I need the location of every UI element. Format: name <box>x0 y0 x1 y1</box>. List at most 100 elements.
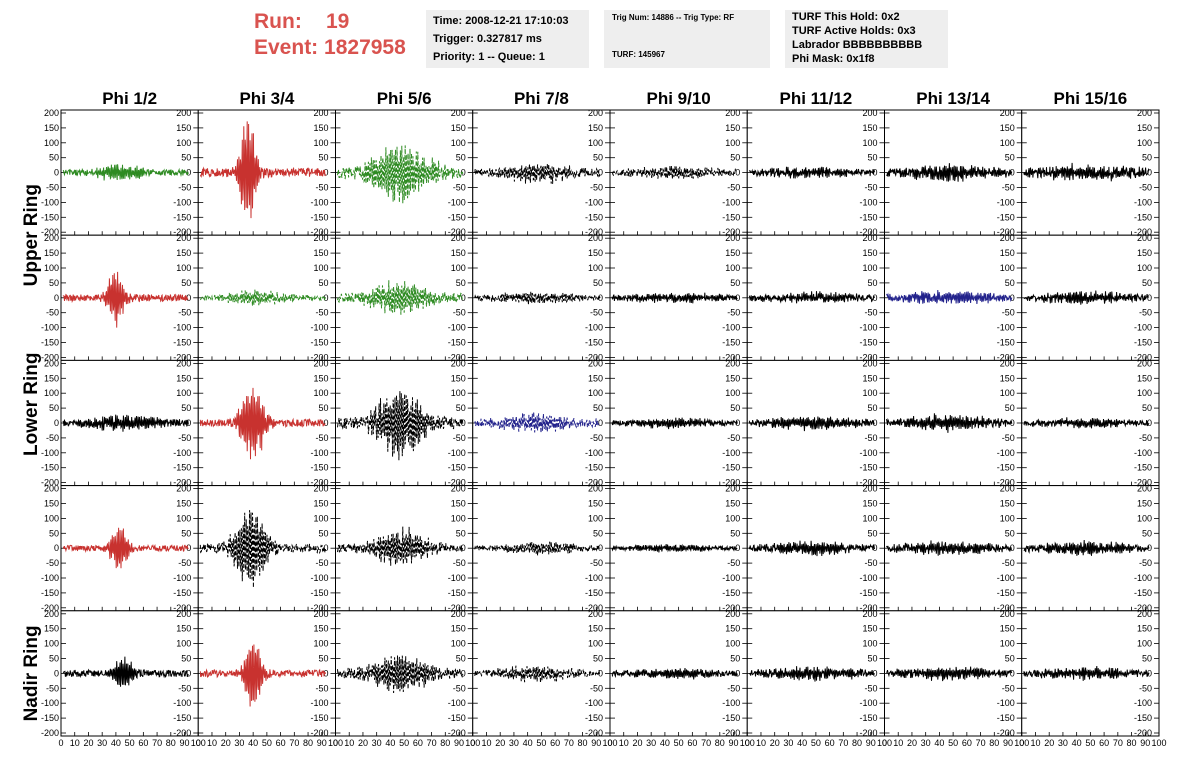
y-tick-label: 200 <box>725 484 740 494</box>
y-tick-label: 50 <box>318 528 328 538</box>
x-tick-label: 40 <box>385 738 395 748</box>
y-tick-label: 0 <box>735 168 740 178</box>
y-tick-label: 50 <box>318 153 328 163</box>
x-tick-label: 80 <box>1127 738 1137 748</box>
y-tick-label: -50 <box>315 308 328 318</box>
y-tick-label: -200 <box>173 603 191 613</box>
x-tick-label: 20 <box>1044 738 1054 748</box>
y-tick-label: 0 <box>54 293 59 303</box>
y-tick-label: 50 <box>318 654 328 664</box>
x-tick-label: 50 <box>536 738 546 748</box>
x-tick-label: 10 <box>1030 738 1040 748</box>
y-tick-label: 150 <box>1137 624 1152 634</box>
y-tick-label: -200 <box>722 478 740 488</box>
y-tick-label: -50 <box>590 433 603 443</box>
waveform-trace <box>474 163 601 184</box>
y-tick-label: 100 <box>588 263 603 273</box>
y-tick-label: -100 <box>859 197 877 207</box>
y-tick-label: -150 <box>310 463 328 473</box>
y-tick-label: 50 <box>867 278 877 288</box>
y-tick-label: -200 <box>310 603 328 613</box>
y-tick-label: 200 <box>862 108 877 118</box>
y-tick-label: 50 <box>730 153 740 163</box>
y-tick-label: 200 <box>176 233 191 243</box>
y-tick-label: 50 <box>49 528 59 538</box>
y-tick-label: 50 <box>593 278 603 288</box>
y-tick-label: 50 <box>1005 153 1015 163</box>
y-tick-label: -100 <box>997 698 1015 708</box>
y-tick-label: -50 <box>727 683 740 693</box>
y-tick-label: 50 <box>318 403 328 413</box>
y-tick-label: -100 <box>448 573 466 583</box>
waveform-trace <box>62 414 189 432</box>
y-tick-label: -100 <box>997 197 1015 207</box>
trig-num-text: Trig Num: 14886 -- Trig Type: RF <box>612 13 735 22</box>
y-tick-label: -50 <box>590 183 603 193</box>
y-tick-label: 200 <box>862 233 877 243</box>
y-tick-label: -150 <box>859 713 877 723</box>
y-tick-label: 200 <box>313 233 328 243</box>
waveform-panel: -200 -150 -100 -50 0 50 100 150 200 <box>197 358 336 488</box>
x-tick-label: 40 <box>934 738 944 748</box>
y-tick-label: 150 <box>451 499 466 509</box>
y-tick-label: 200 <box>451 233 466 243</box>
y-tick-label: -100 <box>722 448 740 458</box>
y-tick-label: 150 <box>313 624 328 634</box>
y-tick-label: 50 <box>867 403 877 413</box>
y-tick-label: -50 <box>46 433 59 443</box>
ring-title: Lower Ring <box>21 352 42 455</box>
y-tick-label: -100 <box>41 698 59 708</box>
run-value: 19 <box>326 10 350 33</box>
y-tick-label: -200 <box>173 728 191 738</box>
y-tick-label: 150 <box>588 123 603 133</box>
event-value: 1827958 <box>324 36 406 59</box>
y-tick-label: -200 <box>997 227 1015 237</box>
y-tick-label: -50 <box>453 183 466 193</box>
waveform-trace <box>748 416 875 432</box>
waveform-trace <box>199 510 326 588</box>
y-tick-label: 100 <box>44 138 59 148</box>
y-tick-label: 200 <box>1000 233 1015 243</box>
y-tick-label: -50 <box>46 683 59 693</box>
y-tick-label: 100 <box>862 388 877 398</box>
x-tick-label: 60 <box>413 738 423 748</box>
labrador-text: Labrador BBBBBBBBBB <box>792 39 923 51</box>
y-tick-label: 100 <box>862 513 877 523</box>
y-tick-label: -50 <box>727 558 740 568</box>
waveform-panel: -200 -150 -100 -50 0 50 100 150 200 <box>884 484 1023 613</box>
y-tick-label: -100 <box>1134 197 1152 207</box>
y-tick-label: 150 <box>862 499 877 509</box>
waveform-trace <box>886 289 1013 305</box>
y-tick-label: 200 <box>725 609 740 619</box>
y-tick-label: 50 <box>730 278 740 288</box>
waveform-trace <box>611 165 738 180</box>
x-tick-label: 0 <box>607 738 612 748</box>
waveform-trace <box>199 289 326 306</box>
x-tick-label: 70 <box>152 738 162 748</box>
trigger-info-box: Trig Num: 14886 -- Trig Type: RF TURF: 1… <box>604 10 770 68</box>
y-tick-label: -150 <box>448 588 466 598</box>
y-tick-label: 200 <box>176 108 191 118</box>
y-tick-label: -200 <box>310 227 328 237</box>
waveform-panel: -200 -150 -100 -50 0 50 100 150 200 <box>472 358 611 488</box>
waveform-trace <box>748 166 875 179</box>
y-tick-label: 100 <box>1137 138 1152 148</box>
y-tick-label: 150 <box>862 373 877 383</box>
x-tick-label: 20 <box>907 738 917 748</box>
y-tick-label: 100 <box>176 639 191 649</box>
x-tick-label: 40 <box>660 738 670 748</box>
x-tick-label: 0 <box>745 738 750 748</box>
y-tick-label: 0 <box>323 418 328 428</box>
y-tick-label: 150 <box>1000 123 1015 133</box>
y-tick-label: 200 <box>862 358 877 368</box>
y-tick-label: 0 <box>872 293 877 303</box>
y-tick-label: 100 <box>313 263 328 273</box>
y-tick-label: 0 <box>872 668 877 678</box>
y-tick-label: -150 <box>173 212 191 222</box>
y-tick-label: 200 <box>44 358 59 368</box>
y-tick-label: 200 <box>451 108 466 118</box>
turf-hold-text: TURF This Hold: 0x2 <box>792 11 900 23</box>
event-line: Event: 1827958 <box>254 35 406 61</box>
x-tick-label: 20 <box>770 738 780 748</box>
y-tick-label: -200 <box>1134 227 1152 237</box>
